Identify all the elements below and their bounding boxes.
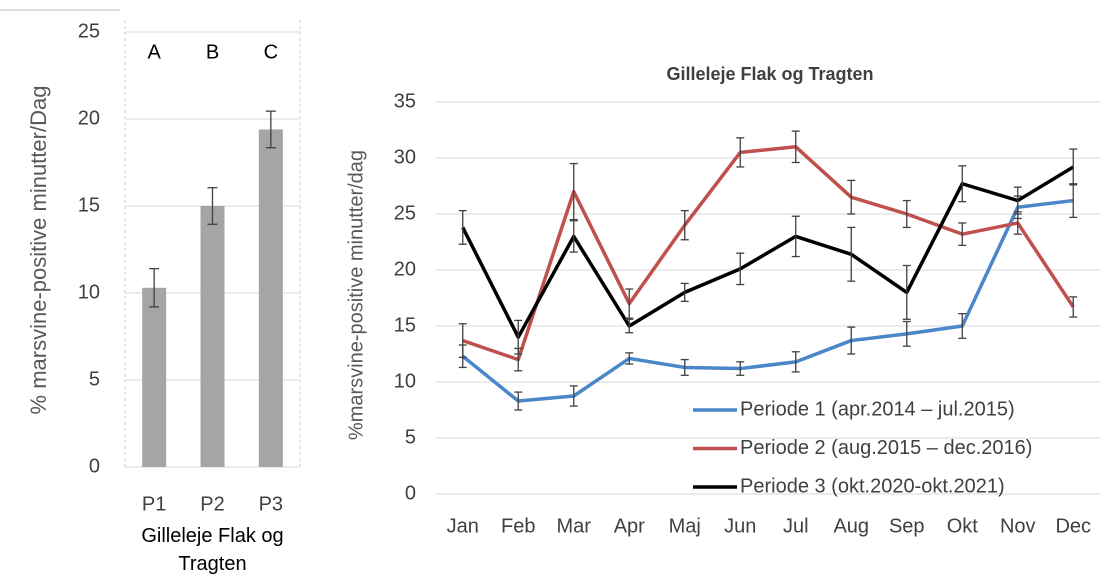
x-tick-label: Sep [889, 515, 925, 537]
y-tick-label: 35 [394, 90, 416, 112]
x-tick-label: Aug [833, 515, 869, 537]
x-tick-label: Apr [614, 515, 645, 537]
x-tick-label: Mar [557, 515, 592, 537]
y-tick-label: 20 [78, 107, 100, 129]
y-tick-label: 0 [405, 482, 416, 504]
series-line [461, 165, 1075, 339]
x-tick-label: P2 [200, 493, 224, 515]
y-tick-label: 15 [394, 314, 416, 336]
y-tick-label: 10 [394, 370, 416, 392]
y-tick-label: 30 [394, 146, 416, 168]
y-tick-label: 5 [405, 426, 416, 448]
y-tick-label: 0 [89, 455, 100, 477]
y-tick-label: 20 [394, 258, 416, 280]
x-tick-label: Dec [1055, 515, 1091, 537]
x-tick-label: Jun [724, 515, 756, 537]
bar [142, 287, 167, 467]
y-tick-label: 15 [78, 194, 100, 216]
annotation: B [206, 41, 219, 63]
y-axis-label: % marsvine-positive minutter/Dag [26, 86, 51, 415]
x-tick-label: Nov [1000, 515, 1036, 537]
series-line [461, 198, 1074, 403]
y-tick-label: 25 [78, 20, 100, 42]
x-tick-label: P1 [142, 493, 166, 515]
bar [200, 206, 225, 467]
x-tick-label: Feb [501, 515, 535, 537]
annotation: A [147, 41, 161, 63]
y-tick-label: 5 [89, 368, 100, 390]
y-axis-label: %marsvine-positive minutter/dag [345, 150, 367, 440]
y-tick-label: 10 [78, 281, 100, 303]
y-tick-label: 25 [394, 202, 416, 224]
legend-label: Periode 2 (aug.2015 – dec.2016) [740, 437, 1032, 459]
legend-label: Periode 1 (apr.2014 – jul.2015) [740, 398, 1015, 420]
annotation: C [264, 41, 278, 63]
x-tick-label: Jul [783, 515, 809, 537]
x-tick-label: Okt [947, 515, 979, 537]
bar [258, 129, 283, 467]
x-tick-label: P3 [259, 493, 283, 515]
x-tick-label: Jan [447, 515, 479, 537]
chart-title: Gilleleje Flak og Tragten [666, 64, 873, 84]
x-tick-label: Maj [669, 515, 701, 537]
legend-label: Periode 3 (okt.2020-okt.2021) [740, 475, 1005, 497]
series-line [462, 145, 1075, 362]
x-axis-label: Gilleleje Flak og Tragten [141, 525, 284, 575]
